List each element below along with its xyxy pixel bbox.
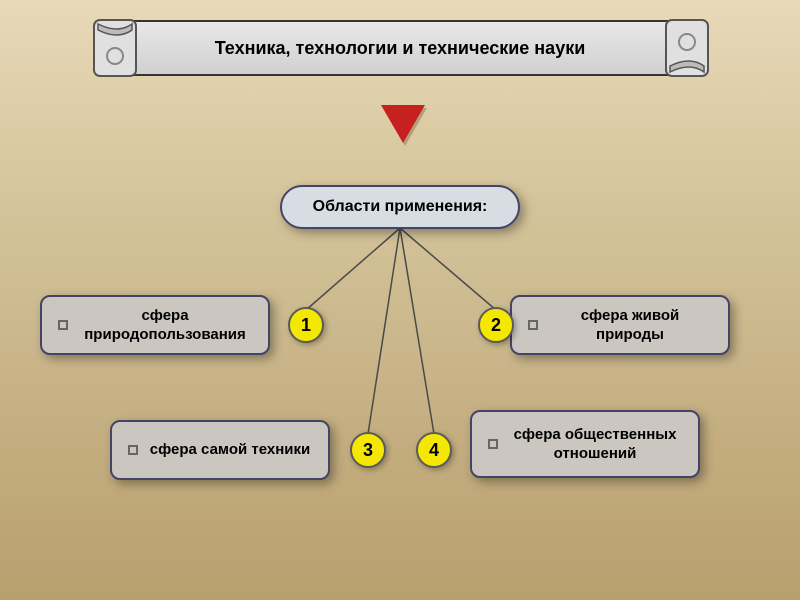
box-label: сфера живой природы <box>548 306 712 345</box>
scroll-right-icon <box>660 14 714 82</box>
box-sphere-nature-use: сфера природопользования <box>40 295 270 355</box>
title-banner: Техника, технологии и технические науки <box>110 20 690 76</box>
connector-line <box>368 228 400 434</box>
title-text: Техника, технологии и технические науки <box>215 38 586 59</box>
connector-line <box>400 228 496 310</box>
connector-line <box>306 228 400 310</box>
box-sphere-technology: сфера самой техники <box>110 420 330 480</box>
bullet-icon <box>488 439 498 449</box>
circle-number: 2 <box>491 315 501 336</box>
number-circle-3: 3 <box>350 432 386 468</box>
bullet-icon <box>528 320 538 330</box>
center-pill: Области применения: <box>280 185 520 229</box>
bullet-icon <box>58 320 68 330</box>
bullet-icon <box>128 445 138 455</box>
center-label: Области применения: <box>313 198 488 216</box>
scroll-left-icon <box>88 14 142 82</box>
circle-number: 4 <box>429 440 439 461</box>
connector-line <box>400 228 434 434</box>
number-circle-2: 2 <box>478 307 514 343</box>
box-sphere-living-nature: сфера живой природы <box>510 295 730 355</box>
box-label: сфера природопользования <box>78 306 252 345</box>
box-label: сфера общественных отношений <box>508 425 682 464</box>
circle-number: 3 <box>363 440 373 461</box>
circle-number: 1 <box>301 315 311 336</box>
box-label: сфера самой техники <box>148 440 312 460</box>
number-circle-1: 1 <box>288 307 324 343</box>
number-circle-4: 4 <box>416 432 452 468</box>
arrow-down-icon <box>381 105 425 143</box>
box-sphere-social-relations: сфера общественных отношений <box>470 410 700 478</box>
